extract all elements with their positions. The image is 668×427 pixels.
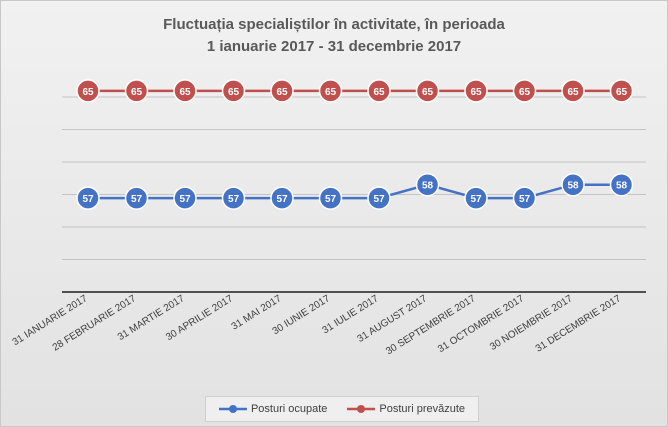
- chart-title: Fluctuația specialiștilor în activitate,…: [0, 14, 668, 58]
- data-label-posturi-prevazute: 65: [616, 87, 628, 98]
- data-point-posturi-ocupate: [173, 186, 197, 210]
- legend-label-posturi-prevazute: Posturi prevăzute: [379, 403, 466, 415]
- data-label-posturi-prevazute: 65: [470, 87, 482, 98]
- data-label-posturi-prevazute: 65: [373, 87, 385, 98]
- data-point-posturi-prevazute: [76, 79, 100, 103]
- x-tick-label: 31 OCTOMBRIE 2017: [436, 293, 526, 355]
- data-label-posturi-prevazute: 65: [131, 87, 143, 98]
- data-point-posturi-ocupate: [609, 172, 634, 197]
- data-point-posturi-ocupate: [124, 186, 149, 210]
- data-label-posturi-ocupate: 57: [228, 194, 240, 205]
- data-label-posturi-prevazute: 65: [276, 87, 288, 98]
- series-line-posturi-ocupate: [88, 183, 622, 200]
- data-label-posturi-ocupate: 57: [179, 194, 191, 205]
- data-point-posturi-ocupate: [512, 186, 537, 210]
- chart-title-line-1: Fluctuația specialiștilor în activitate,…: [163, 16, 505, 33]
- data-label-posturi-prevazute: 65: [179, 87, 191, 98]
- data-point-posturi-ocupate: [464, 186, 488, 210]
- data-point-posturi-prevazute: [124, 79, 149, 103]
- data-label-posturi-ocupate: 57: [519, 194, 531, 205]
- data-label-posturi-ocupate: 58: [616, 181, 628, 192]
- data-point-posturi-prevazute: [415, 79, 440, 103]
- data-point-posturi-ocupate: [415, 172, 440, 197]
- data-label-posturi-prevazute: 65: [422, 87, 434, 98]
- data-label-posturi-ocupate: 57: [373, 194, 385, 205]
- data-point-posturi-prevazute: [173, 79, 197, 103]
- x-tick-label: 30 SEPTEMBRIE 2017: [384, 293, 478, 357]
- data-label-posturi-prevazute: 65: [519, 87, 531, 98]
- data-point-posturi-prevazute: [221, 79, 246, 103]
- data-label-posturi-ocupate: 57: [131, 194, 143, 205]
- data-point-posturi-ocupate: [270, 186, 294, 210]
- legend-item-posturi-ocupate: Posturi ocupate: [218, 403, 328, 415]
- data-label-posturi-ocupate: 57: [325, 194, 337, 205]
- data-point-posturi-prevazute: [609, 79, 634, 103]
- data-point-posturi-prevazute: [512, 79, 537, 103]
- data-point-posturi-ocupate: [367, 186, 391, 210]
- data-label-posturi-ocupate: 58: [567, 181, 579, 192]
- x-tick-label: 30 NOIEMBRIE 2017: [488, 293, 575, 353]
- legend-item-posturi-prevazute: Posturi prevăzute: [347, 403, 465, 415]
- data-label-posturi-prevazute: 65: [82, 87, 94, 98]
- data-label-posturi-prevazute: 65: [228, 87, 240, 98]
- chart-legend: Posturi ocupate Posturi prevăzute: [205, 396, 479, 422]
- legend-marker-posturi-ocupate: [218, 405, 247, 413]
- x-tick-label: 28 FEBRUARIE 2017: [51, 293, 139, 354]
- data-point-posturi-prevazute: [464, 79, 488, 103]
- data-point-posturi-prevazute: [270, 79, 294, 103]
- data-label-posturi-ocupate: 57: [276, 194, 288, 205]
- legend-marker-posturi-prevazute: [347, 405, 376, 413]
- x-tick-label: 31 DECEMBRIE 2017: [534, 293, 624, 355]
- data-point-posturi-ocupate: [318, 186, 343, 210]
- data-label-posturi-ocupate: 57: [82, 194, 94, 205]
- data-label-posturi-ocupate: 58: [422, 181, 434, 192]
- data-point-posturi-prevazute: [318, 79, 343, 103]
- data-point-posturi-prevazute: [367, 79, 391, 103]
- chart-title-line-2: 1 ianuarie 2017 - 31 decembrie 2017: [206, 38, 462, 55]
- data-point-posturi-prevazute: [561, 79, 585, 103]
- legend-label-posturi-ocupate: Posturi ocupate: [250, 403, 328, 415]
- data-label-posturi-prevazute: 65: [567, 87, 579, 98]
- data-point-posturi-ocupate: [221, 186, 246, 210]
- data-point-posturi-ocupate: [561, 172, 585, 197]
- data-label-posturi-prevazute: 65: [325, 87, 337, 98]
- data-point-posturi-ocupate: [76, 186, 100, 210]
- data-label-posturi-ocupate: 57: [470, 194, 482, 205]
